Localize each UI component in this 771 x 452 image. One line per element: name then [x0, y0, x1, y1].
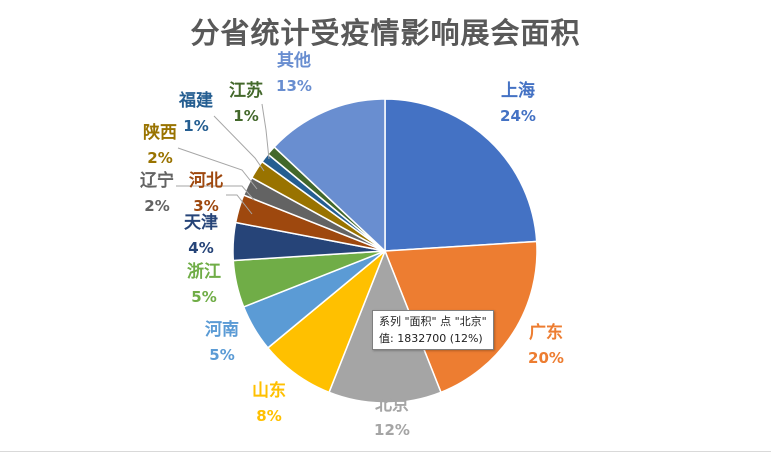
data-label-name-11: 福建 [178, 90, 213, 111]
data-label-name-6: 浙江 [187, 261, 221, 282]
data-label-name-2: 广东 [529, 322, 563, 343]
pie-slice-13[interactable] [273, 98, 386, 253]
pie-slice-1[interactable] [384, 98, 538, 252]
leader-line-11 [213, 115, 265, 172]
data-label-name-13: 其他 [277, 50, 311, 71]
tooltip-value-line: 值: 1832700 (12%) [379, 332, 483, 345]
data-label-name-1: 上海 [501, 80, 535, 101]
data-label-name-12: 江苏 [229, 80, 263, 101]
data-label-pct-12: 1% [233, 107, 258, 125]
data-label-pct-13: 13% [276, 77, 312, 95]
data-label-name-7: 天津 [184, 212, 218, 233]
data-label-name-8: 河北 [189, 171, 223, 191]
data-label-name-4: 山东 [252, 380, 286, 401]
data-label-pct-10: 2% [147, 149, 172, 167]
data-label-pct-3: 12% [374, 421, 410, 439]
data-label-pct-5: 5% [209, 346, 234, 364]
leader-line-10 [177, 147, 258, 190]
data-label-pct-4: 8% [256, 407, 281, 425]
data-label-pct-9: 2% [144, 197, 169, 215]
data-label-name-5: 河南 [205, 319, 239, 340]
data-label-pct-6: 5% [191, 288, 216, 306]
leader-line-8 [226, 194, 253, 215]
data-label-name-3: 北京 [375, 394, 409, 415]
data-label-pct-8: 3% [193, 197, 218, 215]
data-label-pct-2: 20% [528, 349, 564, 367]
data-label-pct-1: 24% [500, 107, 536, 125]
tooltip-series-line: 系列 "面积" 点 "北京" [379, 315, 487, 328]
leader-line-9 [176, 185, 255, 201]
data-label-name-9: 辽宁 [140, 170, 174, 191]
leader-line-12 [261, 103, 270, 160]
data-label-pct-7: 4% [188, 239, 213, 257]
data-label-pct-11: 1% [183, 117, 208, 135]
data-label-name-10: 陕西 [143, 122, 177, 143]
data-point-tooltip: 系列 "面积" 点 "北京" 值: 1832700 (12%) [372, 310, 494, 350]
chart-title: 分省统计受疫情影响展会面积 [190, 16, 581, 50]
